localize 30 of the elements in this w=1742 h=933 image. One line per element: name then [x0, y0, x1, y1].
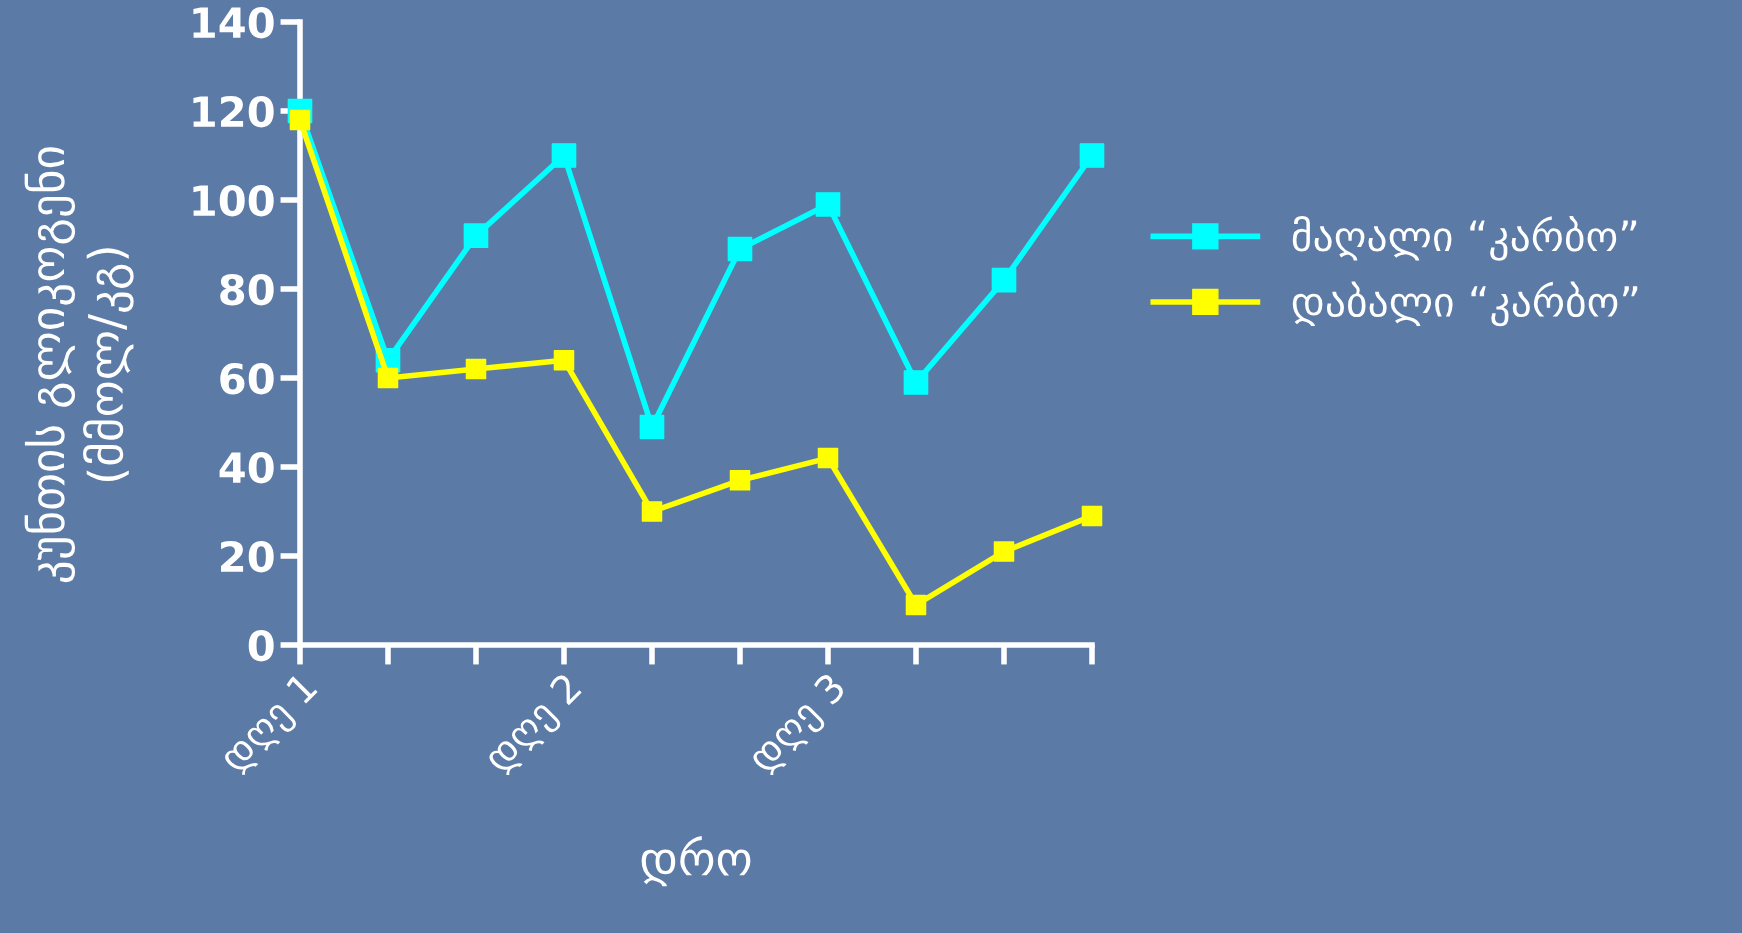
y-tick-label: 60	[220, 362, 274, 395]
point	[991, 267, 1017, 293]
point	[727, 236, 753, 262]
point	[905, 594, 927, 616]
point	[639, 414, 665, 440]
point	[463, 223, 489, 248]
y-tick-label: 40	[219, 451, 274, 484]
y-tick-label: 120	[193, 95, 274, 128]
legend-label: მაღალი “კარბო”	[1292, 216, 1637, 261]
point	[817, 447, 839, 469]
point	[1081, 505, 1103, 527]
point	[289, 109, 311, 131]
point	[553, 349, 575, 371]
y-tick-label: 0	[248, 629, 274, 662]
point	[729, 470, 751, 491]
point	[815, 192, 841, 217]
legend-label: დაბალი “კარბო”	[1292, 281, 1638, 327]
point	[551, 143, 577, 168]
y-tick-label: 100	[193, 184, 274, 217]
point	[1079, 143, 1105, 168]
point	[377, 367, 399, 389]
y-tick-label: 140	[193, 6, 274, 39]
x-axis-title: დრო	[641, 836, 751, 887]
point	[993, 541, 1015, 562]
y-axis-title: კუნთის გლიკოგენი (მმოლ/კგ)	[24, 147, 134, 583]
y-tick-label: 80	[220, 273, 274, 306]
point	[641, 501, 663, 522]
point	[903, 370, 929, 395]
point	[465, 358, 487, 380]
y-tick-label: 20	[221, 540, 274, 573]
